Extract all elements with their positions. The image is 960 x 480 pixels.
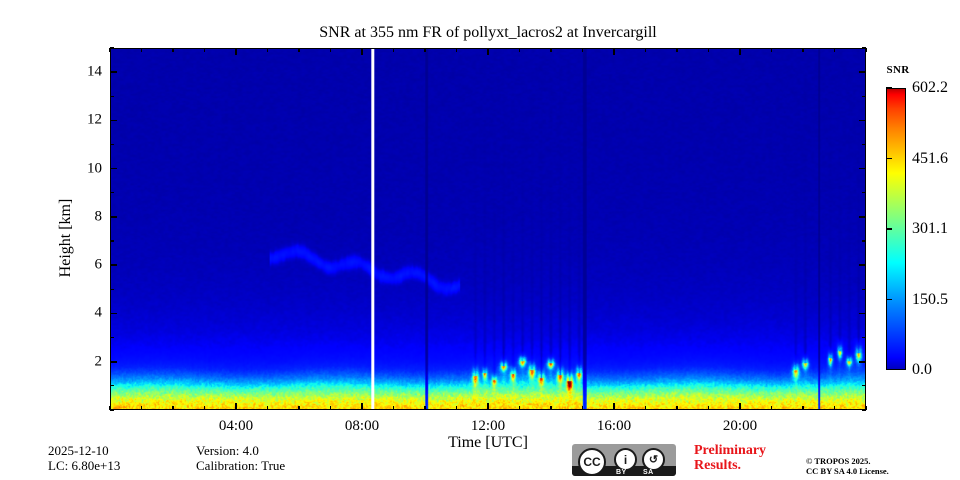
x-tick-label: 04:00 bbox=[218, 418, 254, 434]
colorbar-tick bbox=[886, 228, 892, 230]
y-tick-label: 6 bbox=[94, 256, 103, 273]
colorbar-tick-label: 301.1 bbox=[912, 220, 948, 237]
colorbar-tick-label: 602.2 bbox=[912, 79, 948, 96]
copyright-line-2: CC BY SA 4.0 License. bbox=[806, 466, 889, 476]
x-tick-label: 20:00 bbox=[722, 418, 758, 434]
y-tick-label: 14 bbox=[87, 63, 102, 80]
y-tick-label: 10 bbox=[87, 160, 102, 177]
cc-by-icon: i bbox=[614, 448, 637, 471]
cc-sa-caption: SA bbox=[643, 469, 654, 476]
heatmap-plot-area[interactable] bbox=[110, 48, 866, 410]
colorbar-tick bbox=[886, 157, 892, 160]
colorbar-tick-label: 0.0 bbox=[912, 361, 932, 378]
colorbar-tick-label: 451.6 bbox=[912, 149, 948, 167]
y-tick-label: 2 bbox=[94, 353, 103, 370]
badge-strip bbox=[572, 466, 676, 476]
x-tick-label: 12:00 bbox=[470, 418, 506, 434]
x-axis-title: Time [UTC] bbox=[448, 434, 528, 451]
creative-commons-badge-icon: CC i ↺ BY SA bbox=[572, 444, 676, 476]
footer-version: Version: 4.0 bbox=[196, 443, 259, 458]
colorbar-title: SNR bbox=[886, 64, 910, 76]
y-axis-title: Height [km] bbox=[57, 198, 74, 278]
footer-date: 2025-12-10 bbox=[48, 443, 109, 458]
copyright-line-1: © TROPOS 2025. bbox=[806, 456, 871, 466]
x-tick-label: 08:00 bbox=[344, 418, 380, 434]
x-tick-label: 16:00 bbox=[596, 418, 632, 434]
cc-sa-icon: ↺ bbox=[642, 448, 665, 471]
colorbar-tick bbox=[886, 298, 892, 301]
preliminary-results-notice: Preliminary Results. bbox=[694, 443, 767, 473]
cc-icon: CC bbox=[578, 448, 606, 476]
y-tick-label: 12 bbox=[87, 111, 102, 128]
footer-calibration: Calibration: True bbox=[196, 458, 286, 473]
cc-by-caption: BY bbox=[616, 469, 627, 476]
copyright-notice: © TROPOS 2025. CC BY SA 4.0 License. bbox=[806, 456, 956, 476]
snr-heatmap-canvas bbox=[111, 49, 865, 409]
y-tick-label: 8 bbox=[94, 208, 103, 225]
colorbar-tick-label: 150.5 bbox=[912, 290, 948, 308]
footer-lidar-constant: LC: 6.80e+13 bbox=[48, 458, 121, 473]
y-tick-label: 4 bbox=[94, 304, 103, 321]
page-title: SNR at 355 nm FR of pollyxt_lacros2 at I… bbox=[319, 24, 657, 41]
colorbar-tick bbox=[886, 87, 892, 89]
